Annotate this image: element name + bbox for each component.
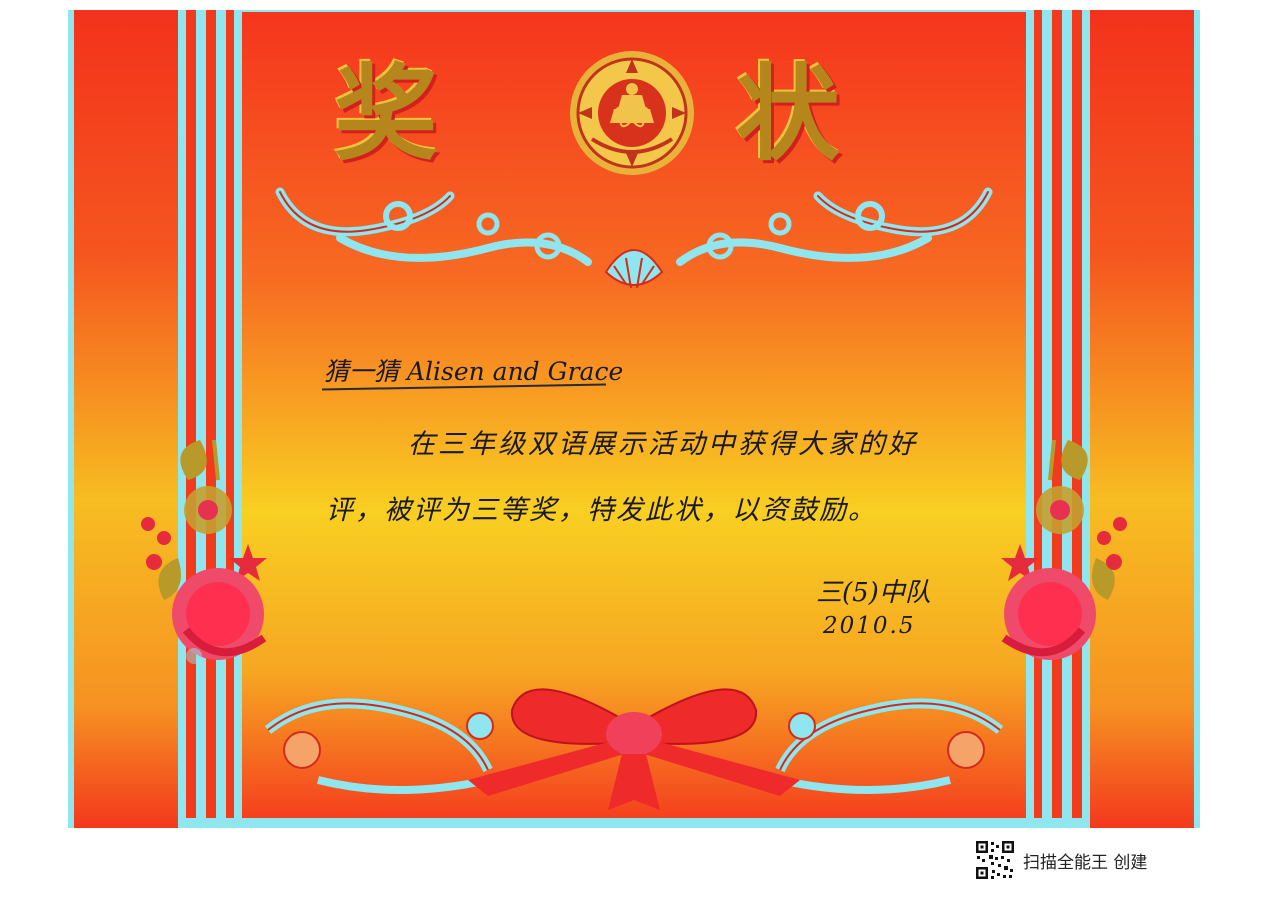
certificate-title-right: 状	[736, 53, 841, 175]
right-border-stripes	[1034, 10, 1082, 818]
left-flower-decoration	[141, 439, 267, 664]
left-border-stripes	[186, 10, 234, 818]
bottom-scroll-ornament	[264, 698, 1004, 794]
right-flower-decoration	[1001, 439, 1127, 660]
scanner-watermark: 扫描全能王 创建	[975, 840, 1147, 880]
shell-ornament	[604, 249, 664, 289]
red-bow-ornament	[468, 688, 800, 810]
scanner-label: 扫描全能王 创建	[1023, 852, 1148, 873]
certificate-title-left: 奖	[334, 53, 439, 175]
body-text-line-1: 在三年级双语展示活动中获得大家的好	[408, 429, 918, 460]
national-emblem-icon	[570, 51, 694, 175]
recipient-name: 猜一猜 Alisen and Grace	[324, 357, 624, 386]
right-side-panel	[1090, 10, 1194, 828]
issuer-signature: 三(5)中队	[816, 578, 931, 608]
certificate-background	[74, 10, 1194, 828]
top-scroll-ornament	[275, 187, 993, 266]
issue-date: 2010.5	[823, 613, 916, 639]
qr-code-icon	[975, 840, 1015, 880]
body-text-line-2: 评，被评为三等奖，特发此状，以资鼓励。	[326, 495, 877, 526]
certificate: 奖 状 猜一猜 Alisen and Grace 在三年级双语展示活动中获得大家…	[68, 10, 1200, 828]
left-side-panel	[74, 10, 178, 828]
